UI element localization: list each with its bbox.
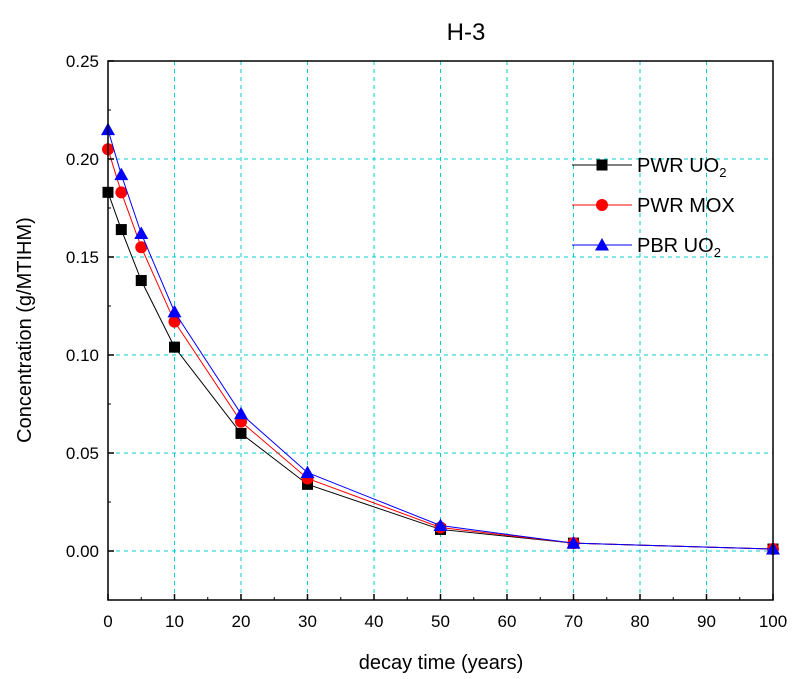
y-tick-label: 0.20 <box>66 150 99 169</box>
data-point <box>167 304 182 318</box>
x-tick-label: 60 <box>498 612 517 631</box>
x-tick-label: 0 <box>103 612 112 631</box>
legend-label: PWR MOX <box>637 195 735 217</box>
data-point <box>135 241 148 254</box>
grid-layer <box>108 61 773 600</box>
y-tick-label: 0.10 <box>66 346 99 365</box>
y-tick-label: 0.25 <box>66 52 99 71</box>
x-tick-label: 30 <box>298 612 317 631</box>
y-tick-label: 0.15 <box>66 248 99 267</box>
data-point <box>115 186 128 199</box>
x-tick-label: 80 <box>631 612 650 631</box>
legend-item: PWR MOX <box>572 195 735 217</box>
data-point <box>300 465 315 479</box>
x-axis-label: decay time (years) <box>359 652 524 674</box>
x-tick-label: 50 <box>431 612 450 631</box>
data-point <box>135 275 147 287</box>
series-2 <box>101 122 780 555</box>
data-point <box>235 427 247 439</box>
y-tick-label: 0.05 <box>66 444 99 463</box>
data-point <box>433 518 448 532</box>
data-point <box>169 341 180 353</box>
data-point <box>114 167 129 181</box>
x-tick-label: 100 <box>759 612 787 631</box>
data-point <box>115 224 127 236</box>
data-point <box>168 315 181 328</box>
x-tick-label: 10 <box>165 612 184 631</box>
y-axis-label: Concentration (g/MTIHM) <box>14 217 36 443</box>
data-point <box>134 226 149 239</box>
x-tick-label: 20 <box>232 612 251 631</box>
x-tick-label: 70 <box>564 612 583 631</box>
x-tick-label: 90 <box>697 612 716 631</box>
tick-layer: 0 10 20 30 40 50 60 70 80 90 100 0.00 0.05 0.10 0.15 0.… <box>66 52 787 631</box>
legend-marker <box>596 199 608 211</box>
chart-title: H-3 <box>447 19 486 46</box>
data-point <box>566 536 581 549</box>
legend-label-text: PBR UO <box>637 235 714 257</box>
legend-label-text: PWR UO <box>637 155 719 177</box>
y-tick-label: 0.00 <box>66 542 99 561</box>
legend-item: PBR UO2 <box>572 235 721 260</box>
legend-label-subscript: 2 <box>719 165 726 180</box>
legend-marker <box>596 159 608 171</box>
legend-label: PWR UO2 <box>637 155 726 180</box>
legend-label: PBR UO2 <box>637 235 721 260</box>
legend-item: PWR UO2 <box>572 155 726 180</box>
x-tick-label: 40 <box>365 612 384 631</box>
legend-marker <box>595 238 609 251</box>
legend-label-text: PWR MOX <box>637 195 735 217</box>
legend-label-subscript: 2 <box>714 245 721 260</box>
data-point <box>234 406 248 420</box>
series-layer <box>101 122 780 556</box>
